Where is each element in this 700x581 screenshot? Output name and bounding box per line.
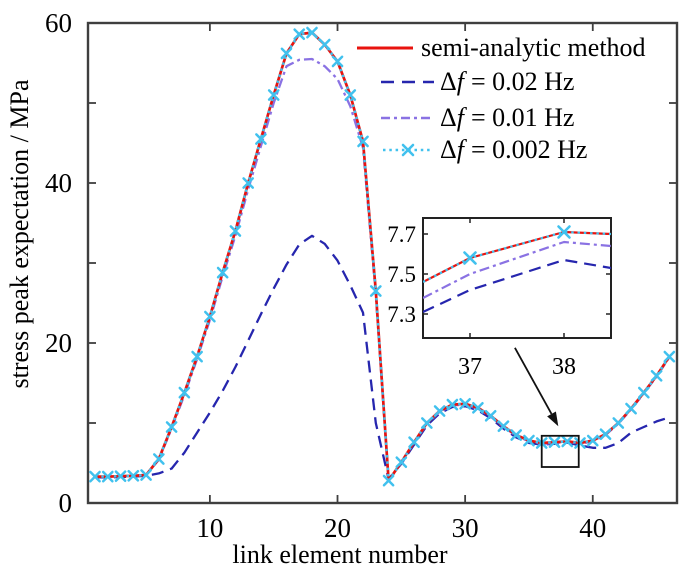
delta-symbol: Δ: [440, 135, 457, 164]
inset-series-marker-df-0002hz: [463, 251, 477, 265]
inset-series-line-df-0002hz: [423, 230, 611, 283]
series-marker-df-0002hz: [408, 436, 420, 449]
x-tick-label: 40: [579, 513, 606, 543]
series-marker-df-0002hz: [101, 470, 114, 483]
f-symbol: f: [456, 103, 464, 132]
legend-label-df-0002hz: Δf = 0.002 Hz: [440, 136, 587, 164]
series-marker-df-0002hz: [510, 429, 523, 441]
x-axis-label: link element number: [232, 540, 448, 569]
legend-label-text: = 0.002 Hz: [470, 135, 588, 164]
series-marker-df-0002hz: [114, 470, 127, 483]
series-marker-df-0002hz: [586, 434, 599, 447]
series-marker-df-0002hz: [242, 177, 255, 189]
legend-label-text: = 0.01 Hz: [470, 103, 575, 132]
series-marker-df-0002hz: [612, 417, 625, 429]
y-tick-label: 40: [45, 168, 72, 198]
f-symbol: f: [456, 67, 464, 96]
series-marker-df-0002hz: [152, 453, 165, 465]
series-marker-df-0002hz: [255, 133, 267, 145]
series-marker-df-0002hz: [523, 434, 535, 447]
inset-series-marker-df-0002hz: [557, 225, 571, 239]
y-axis-label: stress peak expectation / MPa: [5, 79, 34, 389]
series-marker-df-0002hz: [663, 350, 676, 363]
series-marker-df-0002hz: [280, 47, 293, 60]
series-marker-df-0002hz: [599, 428, 612, 441]
inset-y-tick-label: 7.7: [387, 222, 416, 247]
series-marker-df-0002hz: [395, 456, 408, 469]
series-marker-df-0002hz: [178, 386, 191, 399]
series-marker-df-0002hz: [484, 409, 497, 422]
zoom-box: [540, 434, 580, 468]
y-tick-label: 0: [59, 488, 73, 518]
legend-sample-marker-df-0002hz: [401, 143, 415, 157]
series-marker-df-0002hz: [306, 26, 318, 39]
series-marker-df-0002hz: [267, 89, 280, 101]
series-marker-df-0002hz: [140, 469, 152, 481]
delta-symbol: Δ: [440, 103, 457, 132]
series-marker-df-0002hz: [561, 435, 574, 448]
legend-label-semi-analytic: semi-analytic method: [421, 34, 646, 62]
legend-label-df-002hz: Δf = 0.02 Hz: [440, 68, 574, 96]
inset-y-tick-label: 7.5: [387, 262, 416, 287]
series-marker-df-0002hz: [421, 417, 433, 429]
series-marker-df-0002hz: [548, 436, 561, 449]
inset-y-tick-label: 7.3: [387, 302, 416, 327]
series-marker-df-0002hz: [459, 397, 471, 410]
series-marker-df-0002hz: [229, 225, 242, 237]
y-tick-label: 20: [45, 328, 72, 358]
series-marker-df-0002hz: [216, 266, 229, 279]
series-marker-df-0002hz: [344, 89, 357, 101]
callout-arrow-line: [514, 347, 553, 415]
series-marker-df-0002hz: [318, 38, 331, 51]
legend-label-text: semi-analytic method: [421, 33, 646, 62]
series-marker-df-0002hz: [497, 420, 510, 433]
series-marker-df-0002hz: [357, 135, 369, 148]
inset-frame: [422, 217, 612, 339]
series-marker-df-0002hz: [369, 285, 382, 297]
inset-x-tick-label: 38: [552, 354, 576, 380]
series-marker-df-0002hz: [204, 310, 216, 323]
x-tick-label: 10: [196, 513, 223, 543]
callout-arrow-head: [547, 411, 559, 427]
legend-label-text: = 0.02 Hz: [470, 67, 575, 96]
x-tick-label: 30: [452, 513, 479, 543]
legend-label-df-001hz: Δf = 0.01 Hz: [440, 104, 574, 132]
series-marker-df-0002hz: [472, 401, 484, 414]
x-tick-label: 20: [324, 513, 351, 543]
series-marker-df-0002hz: [650, 369, 663, 382]
series-marker-df-0002hz: [637, 386, 650, 399]
series-marker-df-0002hz: [127, 469, 140, 482]
series-marker-df-0002hz: [433, 405, 446, 417]
series-marker-df-0002hz: [191, 350, 203, 363]
series-marker-df-0002hz: [382, 474, 395, 487]
f-symbol: f: [456, 135, 464, 164]
inset-series-line-df-001hz: [423, 240, 611, 299]
series-marker-df-0002hz: [331, 55, 344, 68]
series-marker-df-0002hz: [446, 398, 459, 411]
delta-symbol: Δ: [440, 67, 457, 96]
series-line-df-0002hz: [95, 31, 671, 482]
series-marker-df-0002hz: [293, 28, 306, 41]
y-tick-label: 60: [45, 8, 72, 38]
inset-x-tick-label: 37: [458, 354, 482, 380]
series-marker-df-0002hz: [625, 402, 637, 415]
series-line-df-002hz: [95, 234, 670, 481]
series-marker-df-0002hz: [165, 421, 178, 433]
series-marker-df-0002hz: [574, 437, 586, 449]
inset-series-line-df-002hz: [423, 258, 611, 313]
series-marker-df-0002hz: [89, 470, 101, 483]
